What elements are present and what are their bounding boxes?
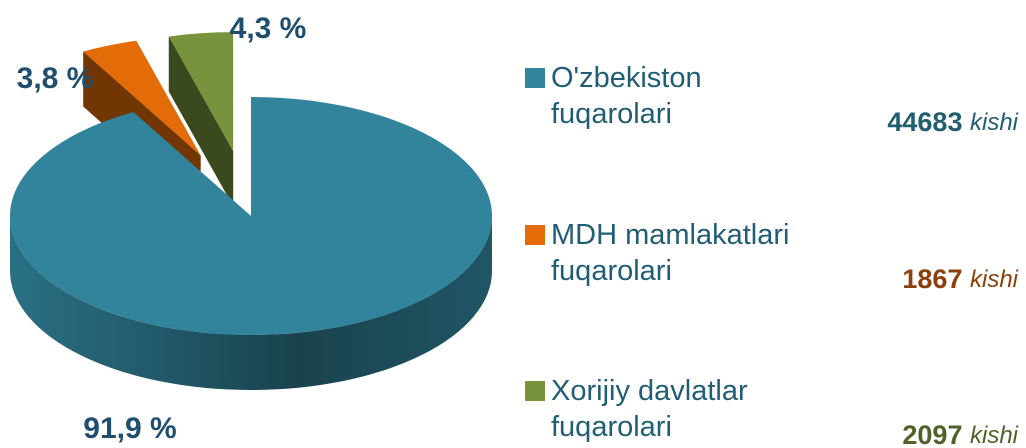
labels: 91,9 % 3,8 % 4,3 %	[17, 12, 307, 445]
count-unit: kishi	[970, 266, 1019, 293]
count-value: 2097	[902, 420, 962, 448]
count: 2097 kishi	[902, 420, 1018, 448]
slice	[9, 97, 492, 336]
count-value: 1867	[902, 264, 962, 294]
slice	[83, 40, 201, 156]
legend-text-box: Xorijiy davlatlar fuqarolari	[551, 375, 748, 443]
legend-swatch	[525, 381, 545, 401]
count-unit: kishi	[970, 422, 1019, 448]
count: 1867 kishi	[902, 264, 1018, 294]
value-label: 4,3 %	[230, 12, 307, 45]
slice-side-shade	[10, 216, 492, 390]
legend: O'zbekiston fuqarolari 44683 kishi MDH mam…	[525, 62, 1019, 448]
legend-label: Xorijiy davlatlar fuqarolari	[551, 375, 748, 443]
legend-text-box: O'zbekiston fuqarolari	[551, 62, 702, 130]
legend-swatch	[525, 68, 545, 88]
count: 44683 kishi	[887, 107, 1018, 137]
pie	[9, 32, 492, 390]
value-label: 91,9 %	[83, 412, 176, 445]
value-label: 3,8 %	[17, 62, 94, 95]
legend-text-box: MDH mamlakatlari fuqarolari	[551, 219, 790, 287]
legend-label: MDH mamlakatlari fuqarolari	[551, 219, 790, 287]
slice	[168, 32, 234, 152]
slice-face-shade	[168, 36, 234, 207]
legend-label: O'zbekiston fuqarolari	[551, 62, 702, 130]
count-value: 44683	[887, 107, 962, 137]
legend-swatch	[525, 225, 545, 245]
count-unit: kishi	[970, 109, 1019, 136]
